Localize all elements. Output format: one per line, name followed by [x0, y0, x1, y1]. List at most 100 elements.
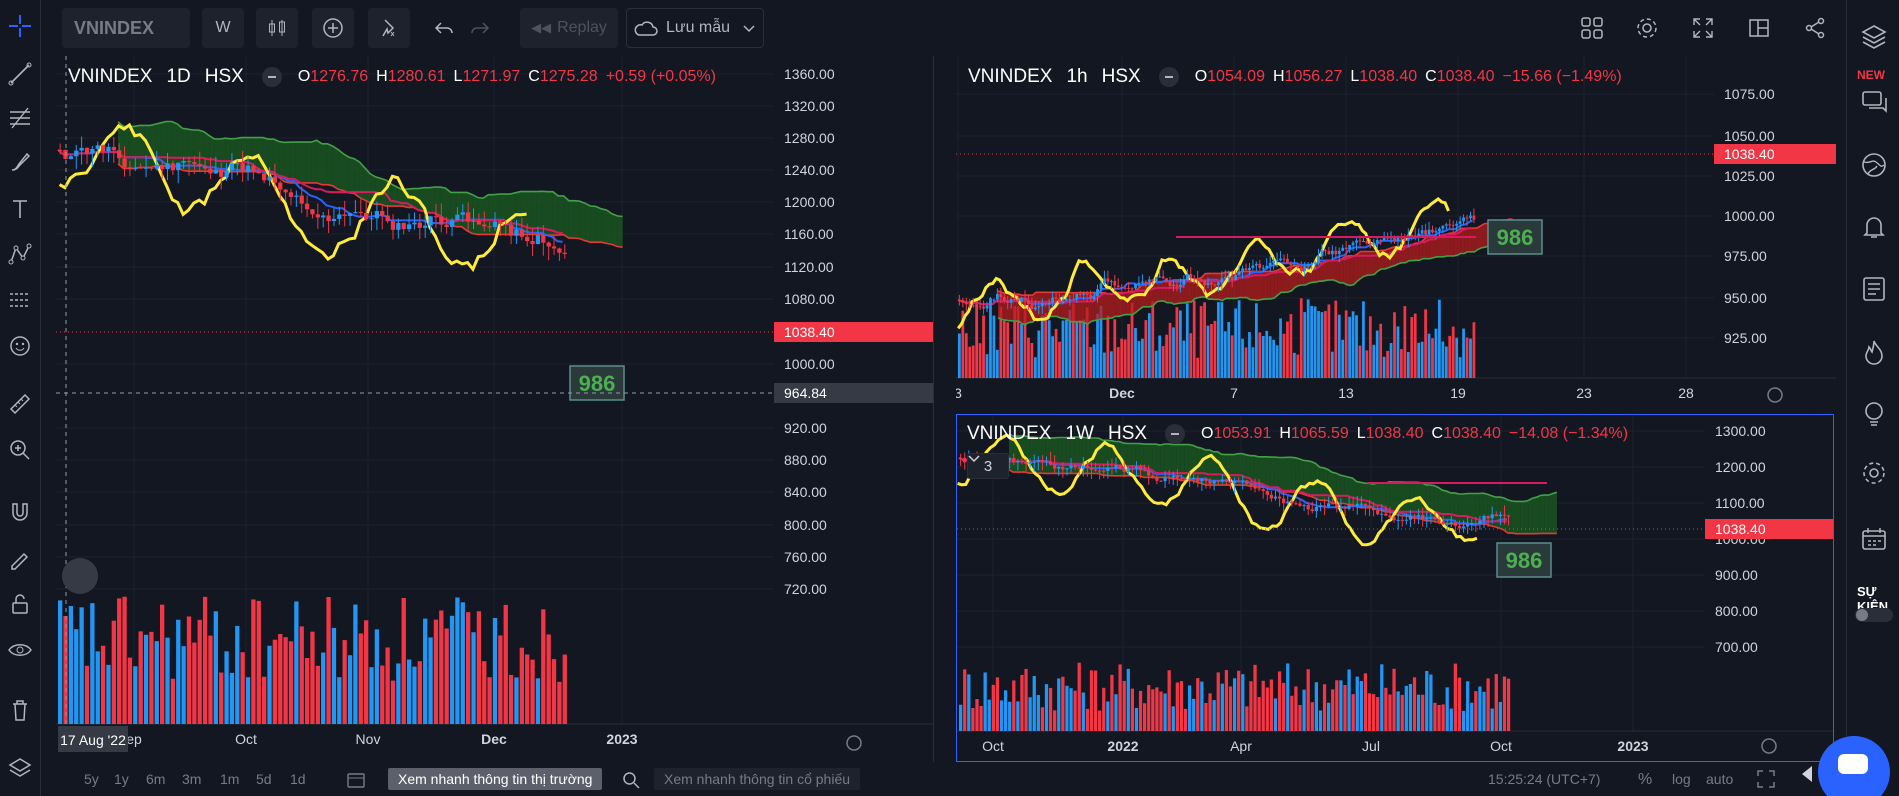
legend-l-value: 1038.40: [1359, 68, 1418, 85]
magnet-icon[interactable]: [4, 496, 36, 528]
smile-icon[interactable]: [4, 330, 36, 362]
volume-bar: [1461, 710, 1466, 731]
lightbulb-icon[interactable]: [1857, 396, 1891, 430]
fullscreen-button[interactable]: [1682, 8, 1724, 48]
candle-body: [995, 294, 999, 300]
date-range-icon[interactable]: [346, 771, 366, 789]
chart-panel-daily[interactable]: 1360.00 1320.00 1280.00 1240.00 1200.00 1160.…: [56, 56, 934, 762]
chart-panel-weekly[interactable]: 1300.001200.001100.001000.00900.00800.00…: [956, 414, 1834, 762]
volume-bar: [1375, 330, 1379, 378]
fit-icon[interactable]: [1756, 769, 1776, 789]
volume-bar: [1058, 341, 1061, 378]
volume-bar: [1161, 346, 1165, 378]
volume-bar: [1203, 302, 1206, 378]
measure-icon[interactable]: [4, 284, 36, 316]
volume-bar: [1286, 321, 1289, 378]
interval-button[interactable]: W: [202, 8, 244, 48]
ruler-icon[interactable]: [4, 388, 36, 420]
settings-button[interactable]: [1626, 8, 1668, 48]
chart-canvas-hourly[interactable]: 1075.00 1050.00 1025.00 1000.00 975.00 950.00…: [956, 56, 1836, 412]
volume-bar: [1498, 701, 1503, 731]
candle-body: [1213, 284, 1217, 286]
crosshair-icon[interactable]: [4, 10, 36, 42]
symbol-search[interactable]: VNINDEX: [62, 8, 190, 48]
watchlist-icon[interactable]: [1857, 20, 1891, 54]
volume-bar: [1016, 701, 1020, 731]
pattern-icon[interactable]: [4, 238, 36, 270]
zoom-in-icon[interactable]: [4, 434, 36, 466]
candle-body: [1372, 242, 1376, 245]
text-icon[interactable]: [4, 193, 36, 225]
range-5y[interactable]: 5y: [84, 771, 99, 787]
events-toggle[interactable]: [1855, 608, 1893, 622]
percent-toggle[interactable]: %: [1638, 771, 1653, 788]
layout-grid-button[interactable]: [1571, 8, 1613, 48]
ichimoku-cloud: [1384, 249, 1389, 269]
save-layout-button[interactable]: Lưu mẫu: [626, 8, 764, 48]
chart-type-button[interactable]: [256, 8, 298, 48]
collapse-arrow-icon[interactable]: [1802, 766, 1812, 782]
chat-icon[interactable]: [1857, 84, 1891, 118]
range-3m[interactable]: 3m: [182, 771, 202, 787]
candle-body: [1020, 460, 1024, 463]
fire-icon[interactable]: [1857, 336, 1891, 370]
candle-body: [1204, 478, 1208, 481]
range-5d[interactable]: 5d: [256, 771, 272, 787]
undo-icon[interactable]: [433, 17, 455, 39]
candle-body: [272, 176, 278, 183]
quick-stock-input[interactable]: Xem nhanh thông tin cổ phiếu: [654, 768, 861, 790]
lock-drawing-icon[interactable]: [4, 542, 36, 574]
candle-body: [1123, 287, 1127, 289]
candle-body: [294, 195, 299, 197]
volume-bar: [1047, 320, 1051, 378]
range-6m[interactable]: 6m: [146, 771, 166, 787]
volume-bar: [390, 680, 396, 724]
volume-bar: [1189, 333, 1193, 378]
range-1m[interactable]: 1m: [220, 771, 240, 787]
ichimoku-cloud: [327, 143, 333, 186]
range-1d[interactable]: 1d: [290, 771, 306, 787]
indicator-collapse-button[interactable]: 3: [967, 453, 1009, 479]
volume-bar: [1417, 342, 1421, 378]
indicators-button[interactable]: [312, 8, 354, 48]
fib-icon[interactable]: [4, 102, 36, 134]
chart-panel-hourly[interactable]: 1075.00 1050.00 1025.00 1000.00 975.00 950.00…: [956, 56, 1836, 412]
volume-bar: [1388, 694, 1392, 731]
support-chat-button[interactable]: [1818, 736, 1890, 796]
replay-button[interactable]: ◀◀ Replay: [520, 8, 618, 48]
legend-visibility-toggle[interactable]: [1158, 67, 1179, 87]
eye-icon[interactable]: [4, 634, 36, 666]
lock-icon[interactable]: [4, 588, 36, 620]
legend-visibility-toggle[interactable]: [1165, 424, 1186, 444]
quick-market-tab[interactable]: Xem nhanh thông tin thị trường: [388, 768, 603, 790]
log-toggle[interactable]: log: [1672, 771, 1691, 787]
bell-icon[interactable]: [1857, 210, 1891, 244]
volume-bar: [1030, 342, 1034, 378]
range-1y[interactable]: 1y: [114, 771, 129, 787]
settings-cog-icon[interactable]: [1857, 456, 1891, 490]
volume-bar: [1223, 331, 1227, 378]
volume-bar: [428, 637, 433, 724]
calendar-icon[interactable]: [1857, 522, 1891, 556]
legend-visibility-toggle[interactable]: [261, 67, 282, 87]
chart-canvas-weekly[interactable]: 1300.001200.001100.001000.00900.00800.00…: [957, 415, 1833, 761]
ichimoku-cloud: [316, 140, 322, 185]
trash-icon[interactable]: [4, 694, 36, 726]
news-icon[interactable]: [1857, 272, 1891, 306]
chart-canvas-daily[interactable]: 1360.00 1320.00 1280.00 1240.00 1200.00 1160.…: [56, 56, 934, 762]
candle-body: [1182, 280, 1186, 285]
layers-icon[interactable]: [4, 752, 36, 784]
trend-line-icon[interactable]: [4, 58, 36, 90]
alert-button[interactable]: [368, 8, 410, 48]
volume-bar: [1453, 663, 1458, 731]
volume-bar: [272, 639, 278, 724]
redo-icon[interactable]: [469, 17, 491, 39]
new-badge: NEW: [1857, 68, 1885, 82]
layout-button[interactable]: [1738, 8, 1780, 48]
brush-icon[interactable]: [4, 146, 36, 178]
globe-icon[interactable]: [1857, 148, 1891, 182]
candle-body: [1013, 299, 1017, 301]
share-button[interactable]: [1794, 8, 1836, 48]
ichimoku-cloud: [305, 142, 312, 183]
auto-toggle[interactable]: auto: [1706, 771, 1734, 787]
